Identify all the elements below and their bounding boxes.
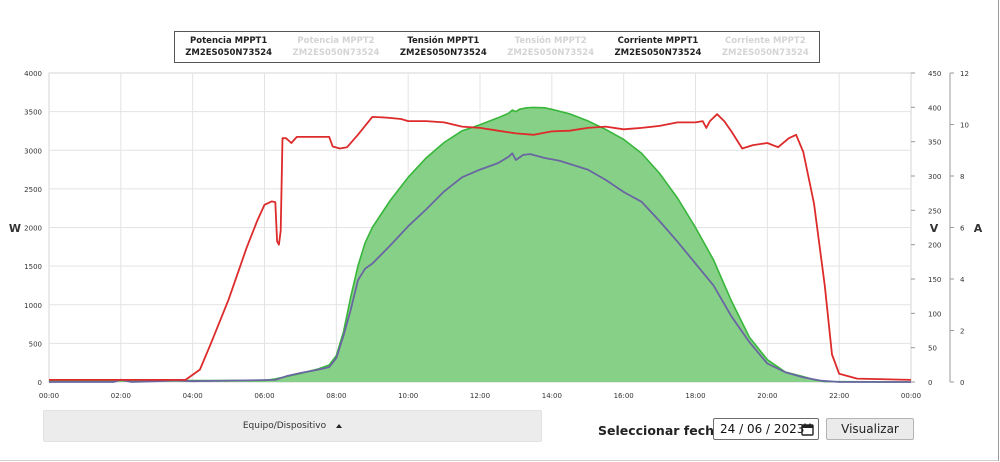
y-tick-label-w: 4000 (24, 70, 42, 78)
legend-item-device: ZM2ES050N73524 (721, 48, 809, 58)
legend-item-label: Tensión MPPT1 (407, 36, 480, 46)
x-tick-label: 12:00 (470, 392, 490, 400)
legend-item-potencia-mppt1[interactable]: Potencia MPPT1 ZM2ES050N73524 (175, 32, 282, 62)
y-tick-label-v: 100 (928, 310, 941, 318)
series-area-potencia-mppt1 (49, 107, 911, 383)
legend-item-label: Potencia MPPT2 (297, 36, 375, 46)
legend-item-label: Tensión MPPT2 (514, 36, 587, 46)
series-line-corriente-mppt1 (49, 152, 911, 383)
y-tick-label-a: 12 (960, 70, 969, 78)
date-value: 24 / 06 / 2023 (720, 422, 805, 436)
legend-item-device: ZM2ES050N73524 (614, 48, 702, 58)
legend-item-device: ZM2ES050N73524 (399, 48, 487, 58)
device-selector-label: Equipo/Dispositivo (242, 421, 327, 431)
x-tick-label: 04:00 (183, 392, 203, 400)
legend-item-corriente-mppt2[interactable]: Corriente MPPT2 ZM2ES050N73524 (712, 32, 819, 62)
device-selector[interactable]: Equipo/Dispositivo (43, 410, 542, 442)
y-tick-label-v: 350 (928, 139, 941, 147)
y-tick-label-w: 3500 (24, 109, 42, 117)
y-tick-label-w: 2500 (24, 186, 42, 194)
y-tick-label-v: 0 (928, 379, 932, 387)
x-tick-label: 14:00 (542, 392, 562, 400)
legend-item-device: ZM2ES050N73524 (185, 48, 273, 58)
x-tick-label: 16:00 (614, 392, 634, 400)
y-axis-label-v: V (930, 222, 939, 235)
x-tick-label: 00:00 (39, 392, 59, 400)
y-tick-label-a: 8 (960, 173, 964, 181)
y-tick-label-w: 0 (38, 379, 42, 387)
legend-item-label: Corriente MPPT1 (617, 36, 699, 46)
y-tick-label-a: 10 (960, 122, 969, 130)
x-tick-label: 02:00 (111, 392, 131, 400)
legend-item-tension-mppt2[interactable]: Tensión MPPT2 ZM2ES050N73524 (497, 32, 604, 62)
legend-item-label: Corriente MPPT2 (725, 36, 806, 46)
y-tick-label-w: 500 (29, 340, 42, 348)
x-tick-label: 06:00 (254, 392, 274, 400)
y-tick-label-v: 250 (928, 207, 941, 215)
y-axis-label-w: W (9, 222, 21, 235)
date-label: Seleccionar fecha (598, 423, 723, 438)
y-axis-label-a: A (974, 222, 983, 235)
x-tick-label: 08:00 (326, 392, 346, 400)
series-line-tensi-n-mppt1 (49, 113, 912, 381)
y-tick-label-v: 50 (928, 345, 937, 353)
caret-up-icon (336, 424, 343, 428)
y-tick-label-a: 6 (960, 225, 965, 233)
y-tick-label-w: 3000 (24, 147, 42, 155)
legend-item-potencia-mppt2[interactable]: Potencia MPPT2 ZM2ES050N73524 (282, 32, 389, 62)
y-tick-label-w: 1000 (24, 302, 42, 310)
x-tick-label: 18:00 (685, 392, 705, 400)
visualize-button[interactable]: Visualizar (826, 418, 914, 440)
y-tick-label-w: 2000 (24, 225, 42, 233)
legend-item-device: ZM2ES050N73524 (507, 48, 595, 58)
y-tick-label-v: 450 (928, 70, 941, 78)
x-tick-label: 22:00 (829, 392, 849, 400)
x-tick-label: 20:00 (757, 392, 777, 400)
legend-item-tension-mppt1[interactable]: Tensión MPPT1 ZM2ES050N73524 (390, 32, 497, 62)
chart-legend: Potencia MPPT1 ZM2ES050N73524 Potencia M… (174, 31, 820, 63)
calendar-icon[interactable] (801, 423, 814, 436)
x-tick-label: 00:00 (901, 392, 921, 400)
y-tick-label-a: 2 (960, 328, 964, 336)
y-tick-label-v: 200 (928, 242, 941, 250)
y-tick-label-a: 4 (960, 276, 965, 284)
legend-item-label: Potencia MPPT1 (190, 36, 268, 46)
legend-item-corriente-mppt1[interactable]: Corriente MPPT1 ZM2ES050N73524 (604, 32, 711, 62)
date-input[interactable]: 24 / 06 / 2023 (713, 418, 819, 440)
y-tick-label-v: 300 (928, 173, 941, 181)
energy-chart: 00:00 02:00 04:00 06:00 08:00 10:00 12:00 14:00… (9, 70, 983, 400)
y-tick-label-v: 400 (928, 104, 941, 112)
y-tick-label-v: 150 (928, 276, 941, 284)
legend-item-device: ZM2ES050N73524 (292, 48, 380, 58)
y-tick-label-w: 1500 (24, 263, 42, 271)
y-tick-label-a: 0 (960, 379, 964, 387)
x-tick-label: 10:00 (398, 392, 418, 400)
